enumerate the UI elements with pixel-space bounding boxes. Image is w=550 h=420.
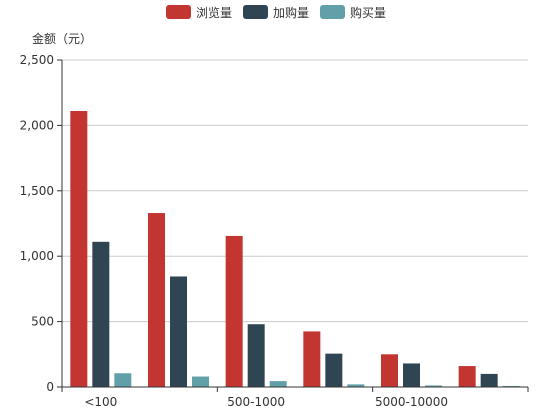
legend-swatch	[166, 5, 191, 19]
bar[interactable]	[403, 363, 420, 387]
y-axis-ticks: 0 500 1,000 1,500 2,000 2,500	[20, 53, 62, 394]
bar[interactable]	[114, 373, 132, 387]
grid-lines	[62, 59, 528, 323]
bar[interactable]	[458, 366, 476, 387]
x-tick-label: 5000-10000	[375, 395, 448, 409]
x-axis: <100 500-1000 5000-10000	[61, 60, 529, 409]
bar[interactable]	[347, 384, 365, 387]
bar[interactable]	[425, 385, 442, 387]
legend-item[interactable]: 加购量	[243, 5, 309, 20]
bar[interactable]	[192, 376, 209, 387]
legend-label: 加购量	[273, 5, 309, 20]
bar[interactable]	[480, 373, 498, 387]
legend-item[interactable]: 浏览量	[166, 5, 232, 20]
bar[interactable]	[170, 276, 187, 387]
x-tick-label: <100	[84, 395, 117, 409]
legend-label: 购买量	[350, 5, 386, 20]
bar[interactable]	[269, 381, 287, 387]
y-tick-label: 2,000	[20, 118, 54, 132]
bar[interactable]	[92, 241, 110, 387]
legend-item[interactable]: 购买量	[320, 5, 386, 20]
bar[interactable]	[303, 331, 321, 387]
bar[interactable]	[502, 385, 520, 387]
legend-label: 浏览量	[196, 5, 232, 20]
bar[interactable]	[381, 354, 398, 387]
y-tick-label: 1,000	[20, 249, 54, 263]
legend[interactable]: 浏览量 加购量 购买量	[166, 5, 386, 20]
bar[interactable]	[70, 111, 88, 388]
x-tick-label: 500-1000	[227, 395, 285, 409]
legend-swatch	[320, 5, 345, 19]
bar[interactable]	[325, 353, 343, 387]
bar[interactable]	[247, 324, 265, 387]
legend-swatch	[243, 5, 268, 19]
y-axis-label: 金额（元）	[32, 31, 92, 46]
bars	[70, 111, 520, 388]
bar[interactable]	[148, 213, 165, 387]
bar[interactable]	[225, 235, 243, 387]
y-tick-label: 1,500	[20, 184, 54, 198]
y-tick-label: 2,500	[20, 53, 54, 67]
y-tick-label: 500	[31, 315, 54, 329]
y-tick-label: 0	[46, 380, 54, 394]
